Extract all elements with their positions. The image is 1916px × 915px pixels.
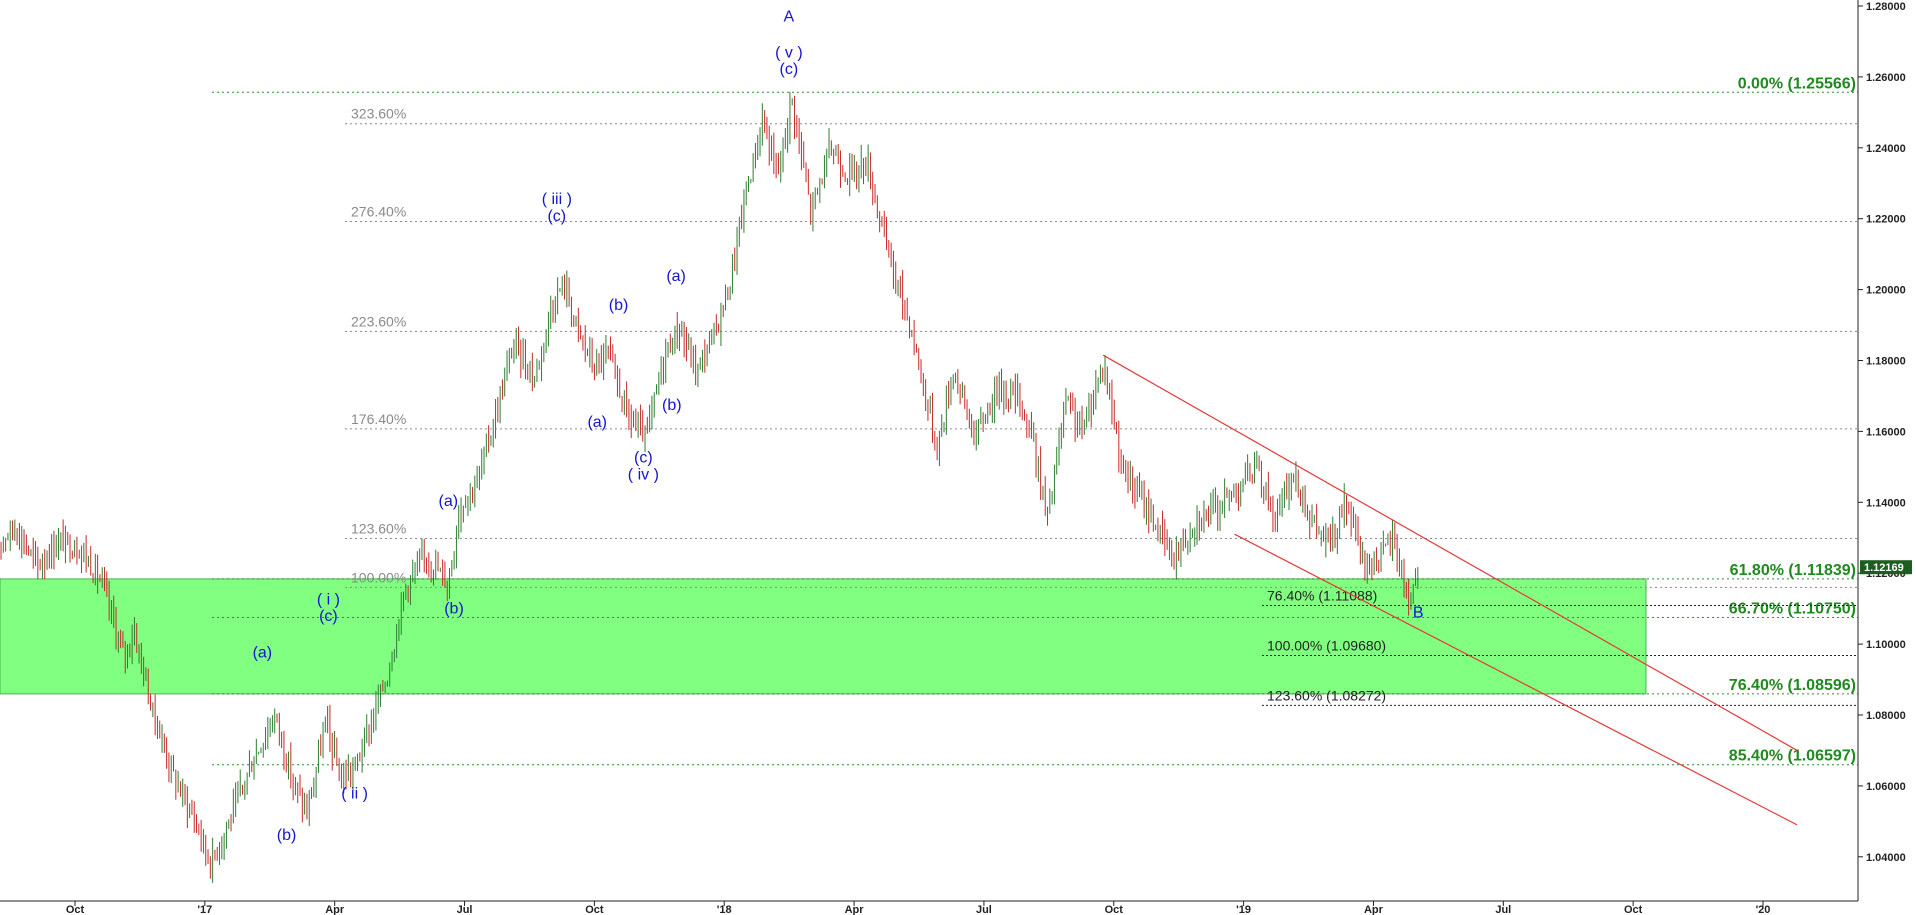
x-tick-label: Jul bbox=[976, 904, 992, 915]
wave-label: (a) bbox=[253, 645, 273, 662]
price-bars-layer bbox=[0, 91, 1419, 883]
y-tick-label: 1.26000 bbox=[1866, 72, 1906, 84]
wave-label: (b) bbox=[609, 297, 629, 314]
y-tick-label: 1.16000 bbox=[1866, 426, 1906, 438]
y-tick-label: 1.20000 bbox=[1866, 285, 1906, 297]
wave-label: ( i ) bbox=[317, 591, 340, 608]
fib-level-label: 61.80% (1.11839) bbox=[1730, 562, 1856, 579]
support-zone-layer bbox=[0, 578, 1647, 695]
x-tick-label: Apr bbox=[325, 904, 345, 915]
x-tick-label: '18 bbox=[717, 904, 732, 915]
wave-label: (c) bbox=[319, 608, 338, 625]
fib-level-label: 66.70% (1.10750) bbox=[1729, 601, 1856, 618]
wave-label: (c) bbox=[780, 61, 799, 78]
x-tick-label: Oct bbox=[1624, 904, 1643, 915]
fib-extension-label: 223.60% bbox=[351, 313, 406, 329]
current-price-label: 1.12169 bbox=[1864, 562, 1904, 574]
fib-projection-label: 76.40% (1.11088) bbox=[1267, 588, 1377, 604]
x-tick-label: '17 bbox=[197, 904, 212, 915]
fib-extension-label: 323.60% bbox=[351, 106, 406, 122]
fib-projection-label: 123.60% (1.08272) bbox=[1267, 687, 1386, 703]
x-tick-label: Oct bbox=[1105, 904, 1124, 915]
channel-line bbox=[1234, 533, 1798, 826]
wave-label: (c) bbox=[634, 450, 653, 467]
y-tick-label: 1.08000 bbox=[1866, 710, 1906, 722]
wave-label: ( v ) bbox=[775, 44, 803, 61]
x-tick-label: '20 bbox=[1756, 904, 1771, 915]
fib-levels-layer: 0.00% (1.25566) 61.80% (1.11839) 66.70% (1… bbox=[212, 75, 1858, 766]
channel-line bbox=[1102, 354, 1798, 751]
fib-extension-label: 100.00% bbox=[351, 569, 406, 585]
wave-label: A bbox=[784, 9, 795, 26]
wave-label: ( iv ) bbox=[628, 466, 659, 483]
wave-label: ( iii ) bbox=[542, 191, 572, 208]
wave-label: (b) bbox=[277, 827, 297, 844]
y-tick-label: 1.18000 bbox=[1866, 356, 1906, 368]
wave-label: (b) bbox=[662, 397, 682, 414]
wave-label: (c) bbox=[547, 208, 566, 225]
fib-projection-label: 100.00% (1.09680) bbox=[1267, 637, 1386, 653]
wave-label: (a) bbox=[587, 414, 607, 431]
x-tick-label: Apr bbox=[1364, 904, 1384, 915]
y-tick-label: 1.14000 bbox=[1866, 497, 1906, 509]
x-tick-label: '19 bbox=[1236, 904, 1251, 915]
y-tick-label: 1.06000 bbox=[1866, 781, 1906, 793]
y-tick-label: 1.24000 bbox=[1866, 143, 1906, 155]
x-tick-label: Oct bbox=[66, 904, 85, 915]
x-tick-label: Oct bbox=[585, 904, 604, 915]
wave-label: (b) bbox=[444, 600, 464, 617]
x-tick-label: Apr bbox=[845, 904, 865, 915]
fib-extension-label: 123.60% bbox=[351, 520, 406, 536]
y-tick-label: 1.04000 bbox=[1866, 852, 1906, 864]
x-tick-label: Jul bbox=[1495, 904, 1511, 915]
wave-label: B bbox=[1413, 605, 1424, 622]
wave-label: (a) bbox=[666, 268, 686, 285]
wave-label: (a) bbox=[439, 493, 459, 510]
fib-extension-label: 176.40% bbox=[351, 411, 406, 427]
labels-layer: A( v )(c)( iii )(c)(a)(b)(a)(b)(c)( iv )… bbox=[253, 9, 1424, 844]
y-tick-label: 1.22000 bbox=[1866, 214, 1906, 226]
y-tick-label: 1.10000 bbox=[1866, 639, 1906, 651]
current-price-box bbox=[1860, 560, 1912, 575]
support-zone bbox=[0, 578, 1647, 695]
fib-level-label: 0.00% (1.25566) bbox=[1738, 75, 1856, 92]
channel-layer bbox=[1102, 354, 1798, 826]
fib-level-label: 85.40% (1.06597) bbox=[1729, 748, 1856, 765]
fib-extension-label: 276.40% bbox=[351, 204, 406, 220]
y-tick-label: 1.28000 bbox=[1866, 1, 1906, 13]
wave-label: ( ii ) bbox=[341, 785, 368, 802]
fib-level-label: 76.40% (1.08596) bbox=[1729, 677, 1856, 694]
x-tick-label: Jul bbox=[457, 904, 473, 915]
